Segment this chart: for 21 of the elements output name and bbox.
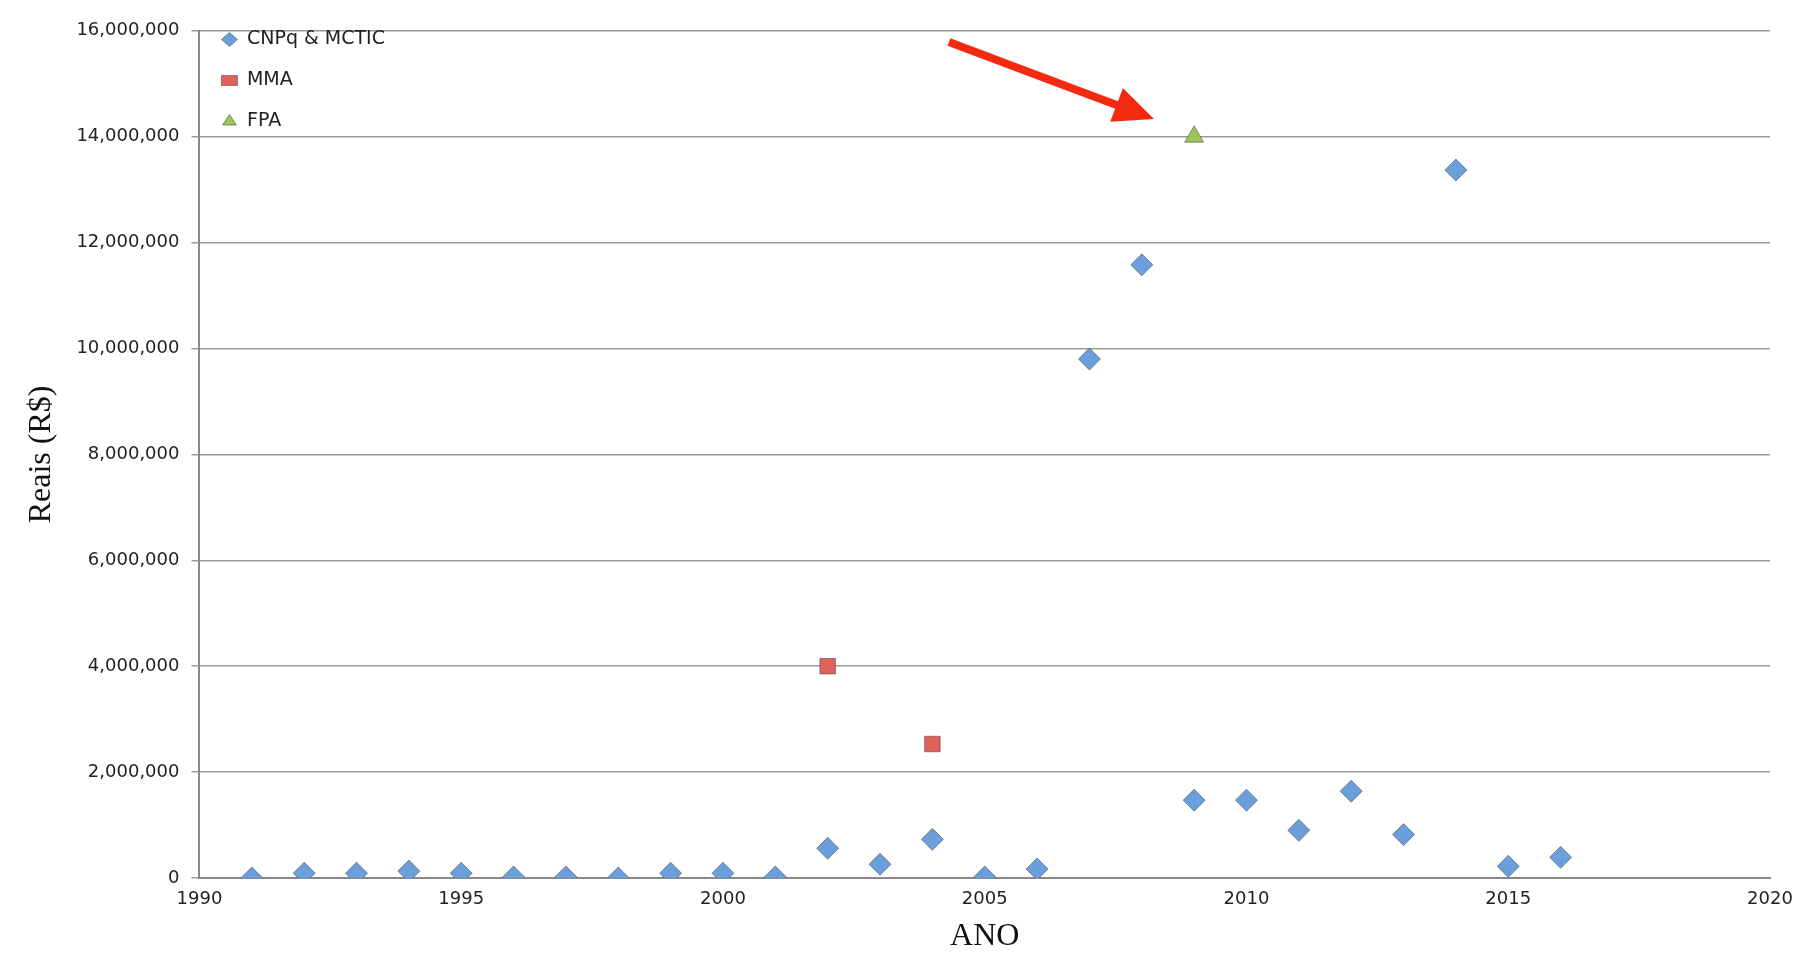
x-tick-label: 1995	[438, 887, 485, 909]
x-tick-label: 2000	[700, 887, 746, 909]
y-tick-label: 2,000,000	[87, 759, 180, 781]
y-tick-label: 16,000,000	[76, 18, 180, 40]
y-tick-label: 4,000,000	[87, 653, 180, 675]
legend-label: MMA	[246, 67, 293, 90]
y-tick-label: 0	[168, 865, 180, 887]
x-tick-label: 2020	[1747, 887, 1793, 909]
x-tick-label: 2005	[961, 887, 1008, 909]
legend-label: FPA	[246, 108, 282, 131]
x-axis-title: ANO	[950, 916, 1020, 953]
y-tick-label: 12,000,000	[76, 230, 180, 252]
y-tick-label: 8,000,000	[87, 442, 180, 464]
x-tick-label: 2010	[1223, 887, 1270, 909]
y-axis-title: Reais (R$)	[20, 385, 57, 524]
x-tick-label: 2015	[1485, 887, 1532, 909]
y-tick-label: 10,000,000	[76, 336, 180, 358]
legend-label: CNPq & MCTIC	[246, 26, 385, 49]
y-tick-label: 14,000,000	[76, 124, 180, 146]
y-tick-label: 6,000,000	[87, 547, 180, 569]
x-tick-label: 1990	[176, 887, 223, 909]
